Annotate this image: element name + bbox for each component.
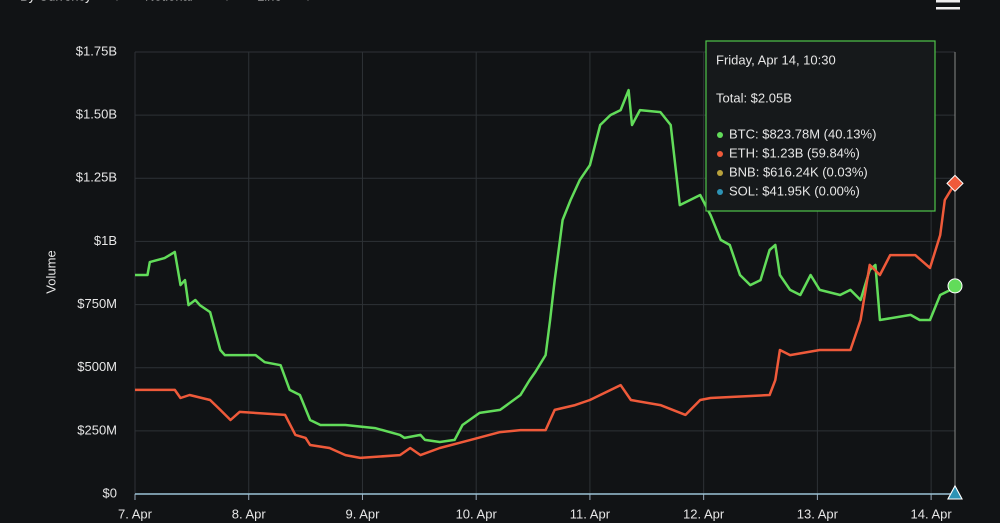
tooltip-item: SOL: $41.95K (0.00%) xyxy=(729,183,860,198)
end-marker xyxy=(947,278,963,294)
tooltip-dot xyxy=(717,170,723,176)
tooltip: Friday, Apr 14, 10:30 Total: $2.05B BTC: $… xyxy=(705,40,936,212)
end-marker xyxy=(946,174,964,193)
tooltip-dot xyxy=(717,151,723,157)
toolbar-item[interactable]: Notional xyxy=(145,0,193,3)
y-tick-label: $1B xyxy=(94,233,117,248)
x-tick-label: 7. Apr xyxy=(118,506,153,521)
x-tick-label: 11. Apr xyxy=(570,506,611,521)
toolbar-item[interactable]: Line xyxy=(257,0,282,3)
menu-bar xyxy=(936,7,960,10)
menu-bar xyxy=(936,0,960,3)
y-tick-label: $500M xyxy=(77,359,117,374)
y-tick-label: $0 xyxy=(103,485,117,500)
y-axis-label: Volume xyxy=(43,250,58,293)
tooltip-total: Total: $2.05B xyxy=(716,90,792,105)
y-tick-label: $1.25B xyxy=(76,170,117,185)
x-tick-label: 14. Apr xyxy=(911,506,953,521)
tooltip-dot xyxy=(717,189,723,195)
y-tick-label: $1.75B xyxy=(76,43,117,58)
series-line xyxy=(135,182,957,460)
tooltip-title: Friday, Apr 14, 10:30 xyxy=(716,52,836,67)
y-tick-label: $1.50B xyxy=(76,107,117,122)
x-tick-label: 13. Apr xyxy=(797,506,839,521)
tooltip-item: BNB: $616.24K (0.03%) xyxy=(729,164,868,179)
toolbar-item[interactable]: By Currency xyxy=(20,0,92,3)
y-tick-label: $250M xyxy=(77,422,117,437)
end-marker xyxy=(947,484,963,500)
x-tick-label: 12. Apr xyxy=(683,506,725,521)
x-tick-label: 9. Apr xyxy=(345,506,380,521)
x-tick-label: 8. Apr xyxy=(232,506,267,521)
tooltip-dot xyxy=(717,132,723,138)
tooltip-item: ETH: $1.23B (59.84%) xyxy=(729,145,860,160)
tooltip-item: BTC: $823.78M (40.13%) xyxy=(729,126,876,141)
tooltip-box xyxy=(705,40,936,212)
x-tick-label: 10. Apr xyxy=(456,506,498,521)
y-tick-label: $750M xyxy=(77,296,117,311)
menu-icon[interactable] xyxy=(936,0,960,10)
series-line xyxy=(135,88,956,444)
